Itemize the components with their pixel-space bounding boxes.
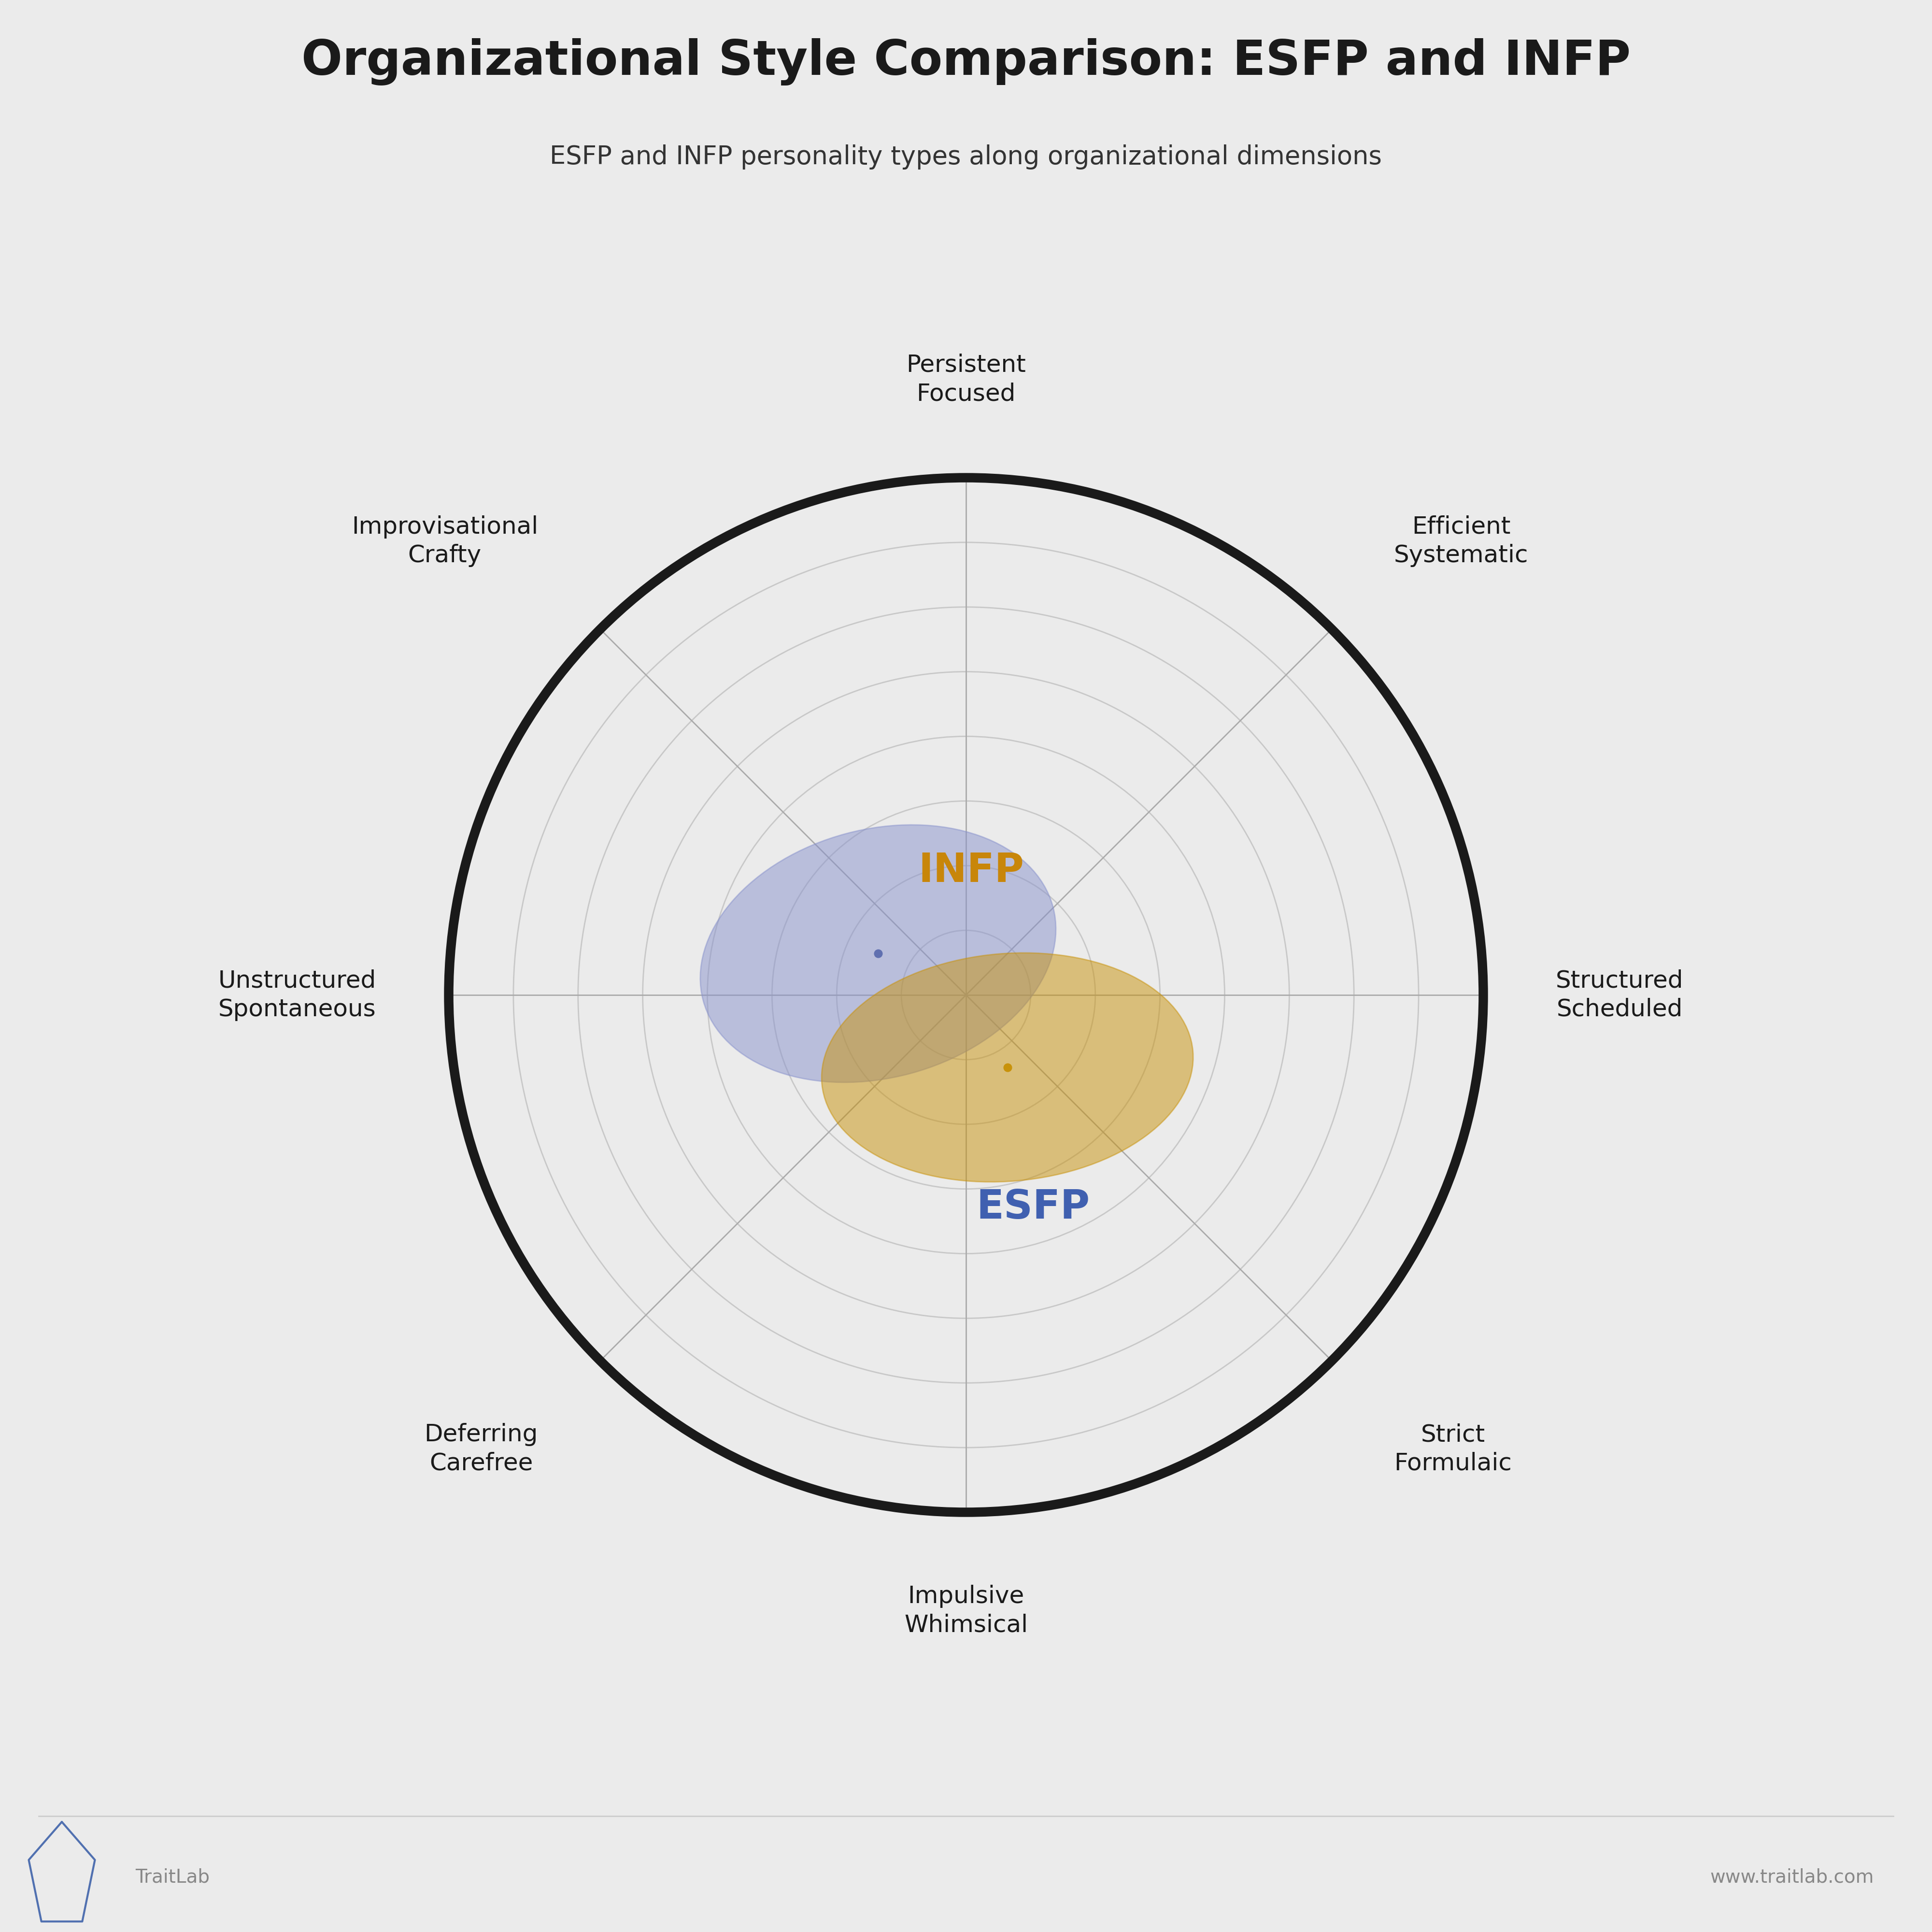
Text: Strict
Formulaic: Strict Formulaic: [1395, 1424, 1511, 1474]
Text: ESFP and INFP personality types along organizational dimensions: ESFP and INFP personality types along or…: [551, 145, 1381, 170]
Text: Organizational Style Comparison: ESFP and INFP: Organizational Style Comparison: ESFP an…: [301, 39, 1631, 85]
Ellipse shape: [821, 952, 1194, 1182]
Text: Impulsive
Whimsical: Impulsive Whimsical: [904, 1584, 1028, 1636]
Text: Deferring
Carefree: Deferring Carefree: [425, 1424, 537, 1474]
Text: Structured
Scheduled: Structured Scheduled: [1555, 970, 1683, 1020]
Ellipse shape: [699, 825, 1057, 1082]
Text: ESFP: ESFP: [976, 1188, 1090, 1227]
Text: INFP: INFP: [918, 852, 1024, 891]
Text: Unstructured
Spontaneous: Unstructured Spontaneous: [218, 970, 377, 1020]
Text: Persistent
Focused: Persistent Focused: [906, 354, 1026, 406]
Text: www.traitlab.com: www.traitlab.com: [1710, 1868, 1874, 1886]
Text: TraitLab: TraitLab: [135, 1868, 209, 1886]
Text: Improvisational
Crafty: Improvisational Crafty: [352, 516, 537, 566]
Text: Efficient
Systematic: Efficient Systematic: [1395, 516, 1528, 566]
